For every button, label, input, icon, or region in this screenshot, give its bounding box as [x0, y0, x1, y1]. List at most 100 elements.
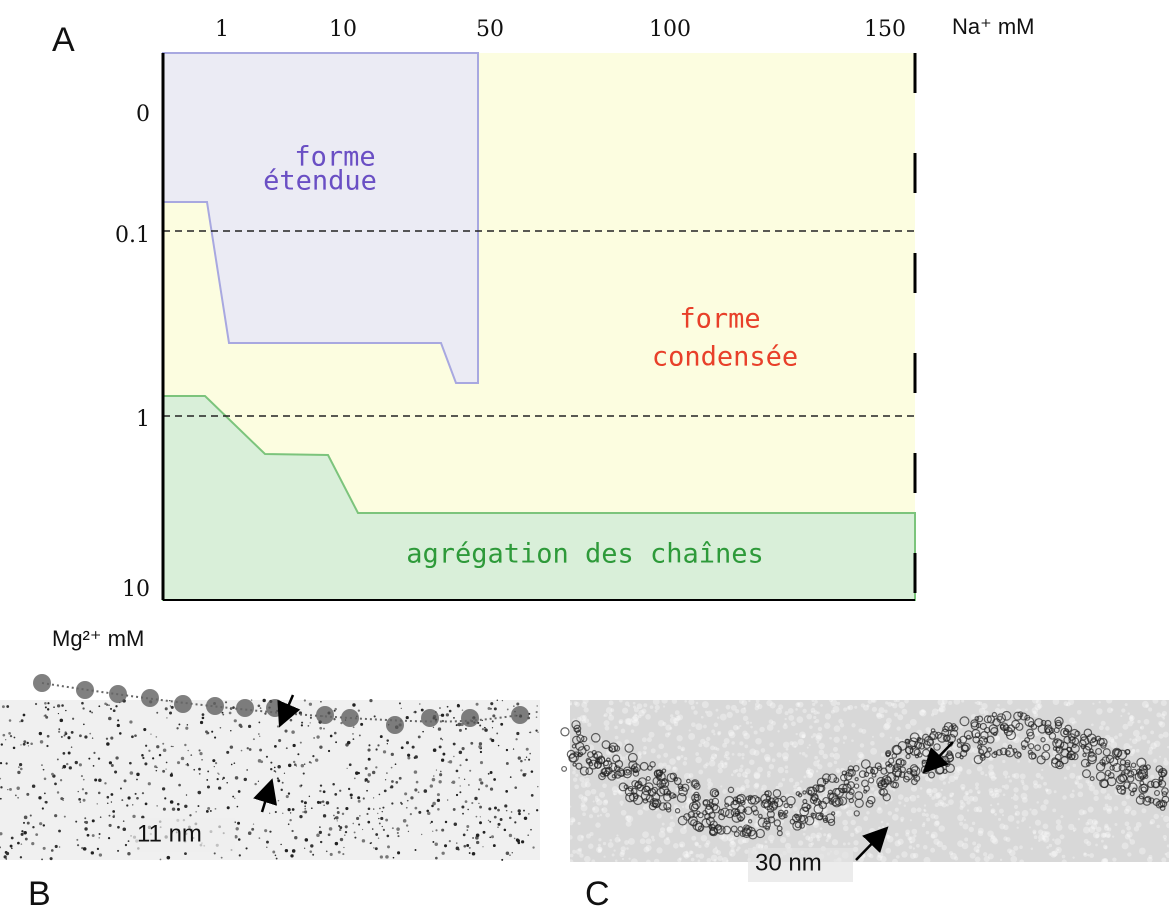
- speckle: [913, 847, 915, 849]
- fiber-grain: [562, 767, 567, 772]
- speckle: [959, 806, 963, 810]
- speckle: [221, 857, 223, 859]
- speckle: [453, 808, 456, 811]
- speckle: [618, 839, 620, 841]
- speckle: [421, 834, 422, 835]
- speckle: [222, 714, 224, 716]
- speckle: [339, 790, 341, 792]
- speckle: [895, 840, 901, 846]
- x-axis-title: Na⁺ mM: [952, 14, 1035, 39]
- speckle: [761, 748, 766, 753]
- speckle: [536, 716, 538, 718]
- speckle: [150, 733, 151, 734]
- speckle: [386, 739, 388, 741]
- speckle: [281, 789, 283, 791]
- speckle: [1136, 749, 1140, 753]
- speckle: [415, 849, 417, 851]
- speckle: [41, 859, 43, 861]
- speckle: [987, 830, 994, 837]
- speckle: [957, 840, 964, 847]
- speckle: [198, 791, 202, 795]
- speckle: [609, 839, 612, 842]
- speckle: [162, 770, 165, 773]
- speckle: [245, 847, 247, 849]
- speckle: [25, 838, 28, 841]
- speckle: [292, 849, 296, 853]
- speckle: [108, 717, 112, 721]
- speckle: [83, 724, 85, 726]
- speckle: [902, 755, 904, 757]
- speckle: [975, 702, 977, 704]
- speckle: [698, 743, 702, 747]
- speckle: [488, 807, 491, 810]
- speckle: [184, 805, 187, 808]
- speckle: [109, 761, 112, 764]
- speckle: [187, 724, 189, 726]
- speckle: [357, 796, 360, 799]
- speckle: [1008, 776, 1010, 778]
- speckle: [236, 827, 239, 830]
- speckle: [871, 787, 874, 790]
- speckle: [693, 710, 697, 714]
- speckle: [1084, 839, 1089, 844]
- speckle: [616, 835, 618, 837]
- speckle: [596, 847, 602, 853]
- speckle: [977, 790, 981, 794]
- speckle: [377, 744, 379, 746]
- speckle: [128, 840, 130, 842]
- speckle: [239, 724, 242, 727]
- speckle: [609, 713, 612, 716]
- speckle: [926, 727, 931, 732]
- speckle: [870, 741, 875, 746]
- speckle: [58, 731, 60, 733]
- speckle: [743, 838, 749, 844]
- speckle: [319, 790, 321, 792]
- speckle: [910, 819, 912, 821]
- speckle: [695, 752, 699, 756]
- speckle: [108, 837, 110, 839]
- speckle: [156, 805, 157, 806]
- speckle: [861, 729, 866, 734]
- speckle: [622, 708, 628, 714]
- speckle: [885, 848, 891, 854]
- speckle: [43, 824, 45, 826]
- speckle: [827, 762, 832, 767]
- speckle: [1060, 815, 1063, 818]
- speckle: [60, 779, 62, 781]
- speckle: [1009, 779, 1012, 782]
- speckle: [136, 773, 139, 776]
- speckle: [1147, 740, 1151, 744]
- speckle: [513, 748, 514, 749]
- speckle: [1005, 776, 1008, 779]
- speckle: [453, 756, 454, 757]
- speckle: [520, 769, 522, 771]
- speckle: [111, 764, 114, 767]
- speckle: [231, 764, 233, 766]
- speckle: [485, 784, 488, 787]
- speckle: [93, 752, 95, 754]
- speckle: [936, 792, 942, 798]
- speckle: [98, 705, 100, 707]
- speckle: [1046, 846, 1049, 849]
- speckle: [977, 766, 983, 772]
- speckle: [365, 767, 368, 770]
- speckle: [441, 829, 444, 832]
- speckle: [809, 725, 813, 729]
- speckle: [251, 828, 254, 831]
- speckle: [414, 770, 417, 773]
- nucleosome: [266, 699, 284, 717]
- speckle: [79, 763, 82, 766]
- speckle: [1115, 823, 1118, 826]
- speckle: [462, 709, 463, 710]
- speckle: [320, 801, 321, 802]
- speckle: [830, 753, 835, 758]
- speckle: [684, 700, 687, 703]
- speckle: [97, 803, 98, 804]
- speckle: [843, 843, 846, 846]
- speckle: [500, 723, 503, 726]
- speckle: [581, 796, 588, 803]
- speckle: [359, 735, 361, 737]
- speckle: [416, 781, 419, 784]
- speckle: [1017, 827, 1019, 829]
- y-tick-label: 10: [122, 577, 150, 602]
